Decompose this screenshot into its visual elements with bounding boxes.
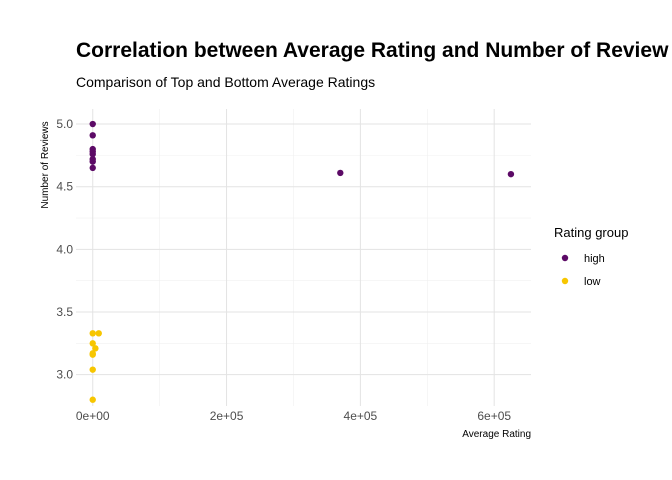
data-point-low — [89, 330, 96, 337]
y-tick-label: 4.0 — [56, 242, 73, 256]
x-tick-label: 0e+00 — [76, 409, 110, 423]
data-point-high — [89, 132, 96, 139]
chart-title: Correlation between Average Rating and N… — [76, 39, 669, 62]
data-point-high — [337, 169, 344, 177]
legend: Rating group high low — [554, 225, 628, 288]
x-tick-label: 6e+05 — [477, 409, 511, 423]
legend-label-high: high — [584, 253, 605, 265]
y-axis-label: Number of Reviews — [40, 121, 51, 208]
data-point-high — [89, 158, 96, 165]
data-point-low — [92, 345, 99, 352]
data-point-low — [89, 396, 96, 403]
data-point-high — [507, 170, 515, 178]
x-tick-label: 2e+05 — [210, 409, 244, 423]
axis-ticks: 0e+00 2e+05 4e+05 6e+05 3.0 3.5 4.0 4.5 5.0 — [56, 117, 511, 423]
data-point-high — [89, 150, 96, 158]
data-point-low — [95, 330, 102, 337]
y-tick-label: 4.5 — [56, 180, 73, 194]
chart-subtitle: Comparison of Top and Bottom Average Rat… — [76, 74, 375, 90]
y-tick-label: 3.0 — [56, 368, 73, 382]
legend-key-high — [561, 254, 569, 262]
y-tick-label: 5.0 — [56, 117, 73, 131]
x-axis-label: Average Rating — [462, 429, 531, 440]
data-point-low — [89, 351, 96, 358]
y-tick-label: 3.5 — [56, 305, 73, 319]
legend-key-low — [561, 277, 569, 285]
data-point-high — [89, 164, 96, 172]
data-point-low — [89, 366, 96, 373]
data-points — [89, 120, 515, 403]
data-point-high — [89, 120, 96, 128]
legend-label-low: low — [584, 276, 601, 288]
plot-grid — [76, 109, 531, 406]
legend-title: Rating group — [554, 225, 628, 240]
data-point-low — [89, 340, 96, 347]
x-tick-label: 4e+05 — [344, 409, 378, 423]
